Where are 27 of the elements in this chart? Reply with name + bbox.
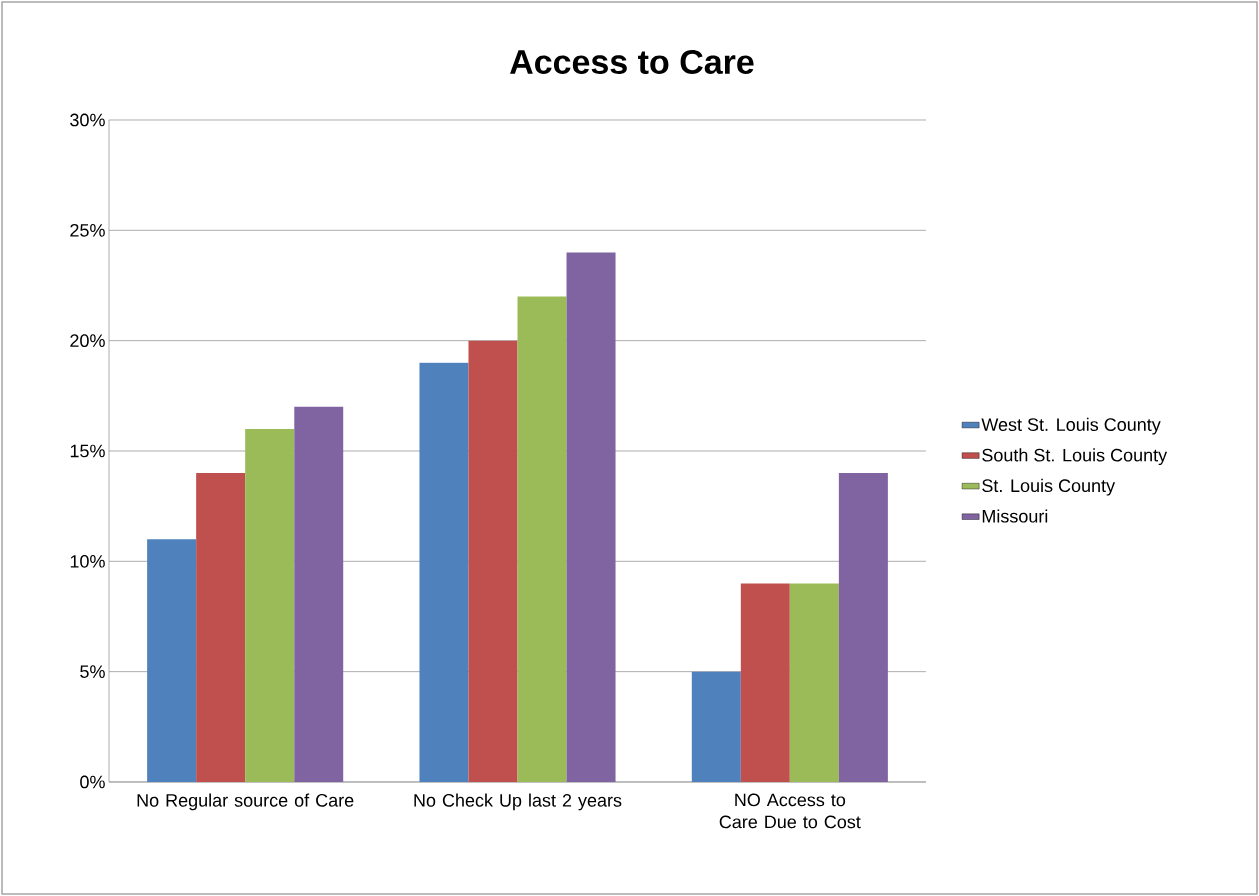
bar: [517, 296, 567, 782]
bar: [419, 362, 469, 782]
bar: [147, 539, 197, 782]
legend-label: South St. Louis County: [982, 448, 1168, 466]
y-tick-label: 10%: [70, 554, 105, 568]
legend-label: West St. Louis County: [981, 417, 1161, 435]
x-tick-label: No Check Up last 2 years: [414, 793, 622, 811]
x-tick-label: No Regular source of Care: [137, 793, 354, 811]
legend-label: St. Louis County: [982, 478, 1116, 496]
y-tick-label: 0%: [80, 775, 105, 789]
bar: [789, 583, 839, 782]
bar: [838, 473, 888, 782]
bar: [691, 671, 741, 782]
bar: [294, 406, 344, 782]
y-tick-label: 15%: [70, 444, 105, 458]
y-tick-label: 25%: [70, 223, 105, 237]
legend-label: Missouri: [982, 509, 1048, 523]
bar: [740, 583, 790, 782]
y-tick-label: 5%: [80, 665, 105, 678]
bar: [566, 252, 616, 782]
chart-title: Access to Care: [510, 49, 754, 75]
y-tick-label: 20%: [70, 334, 105, 348]
bar: [196, 473, 246, 782]
x-tick-label: NO Access to Care Due to Cost: [719, 793, 861, 829]
bar: [245, 428, 295, 782]
bar: [468, 340, 518, 782]
y-tick-label: 30%: [70, 113, 105, 127]
